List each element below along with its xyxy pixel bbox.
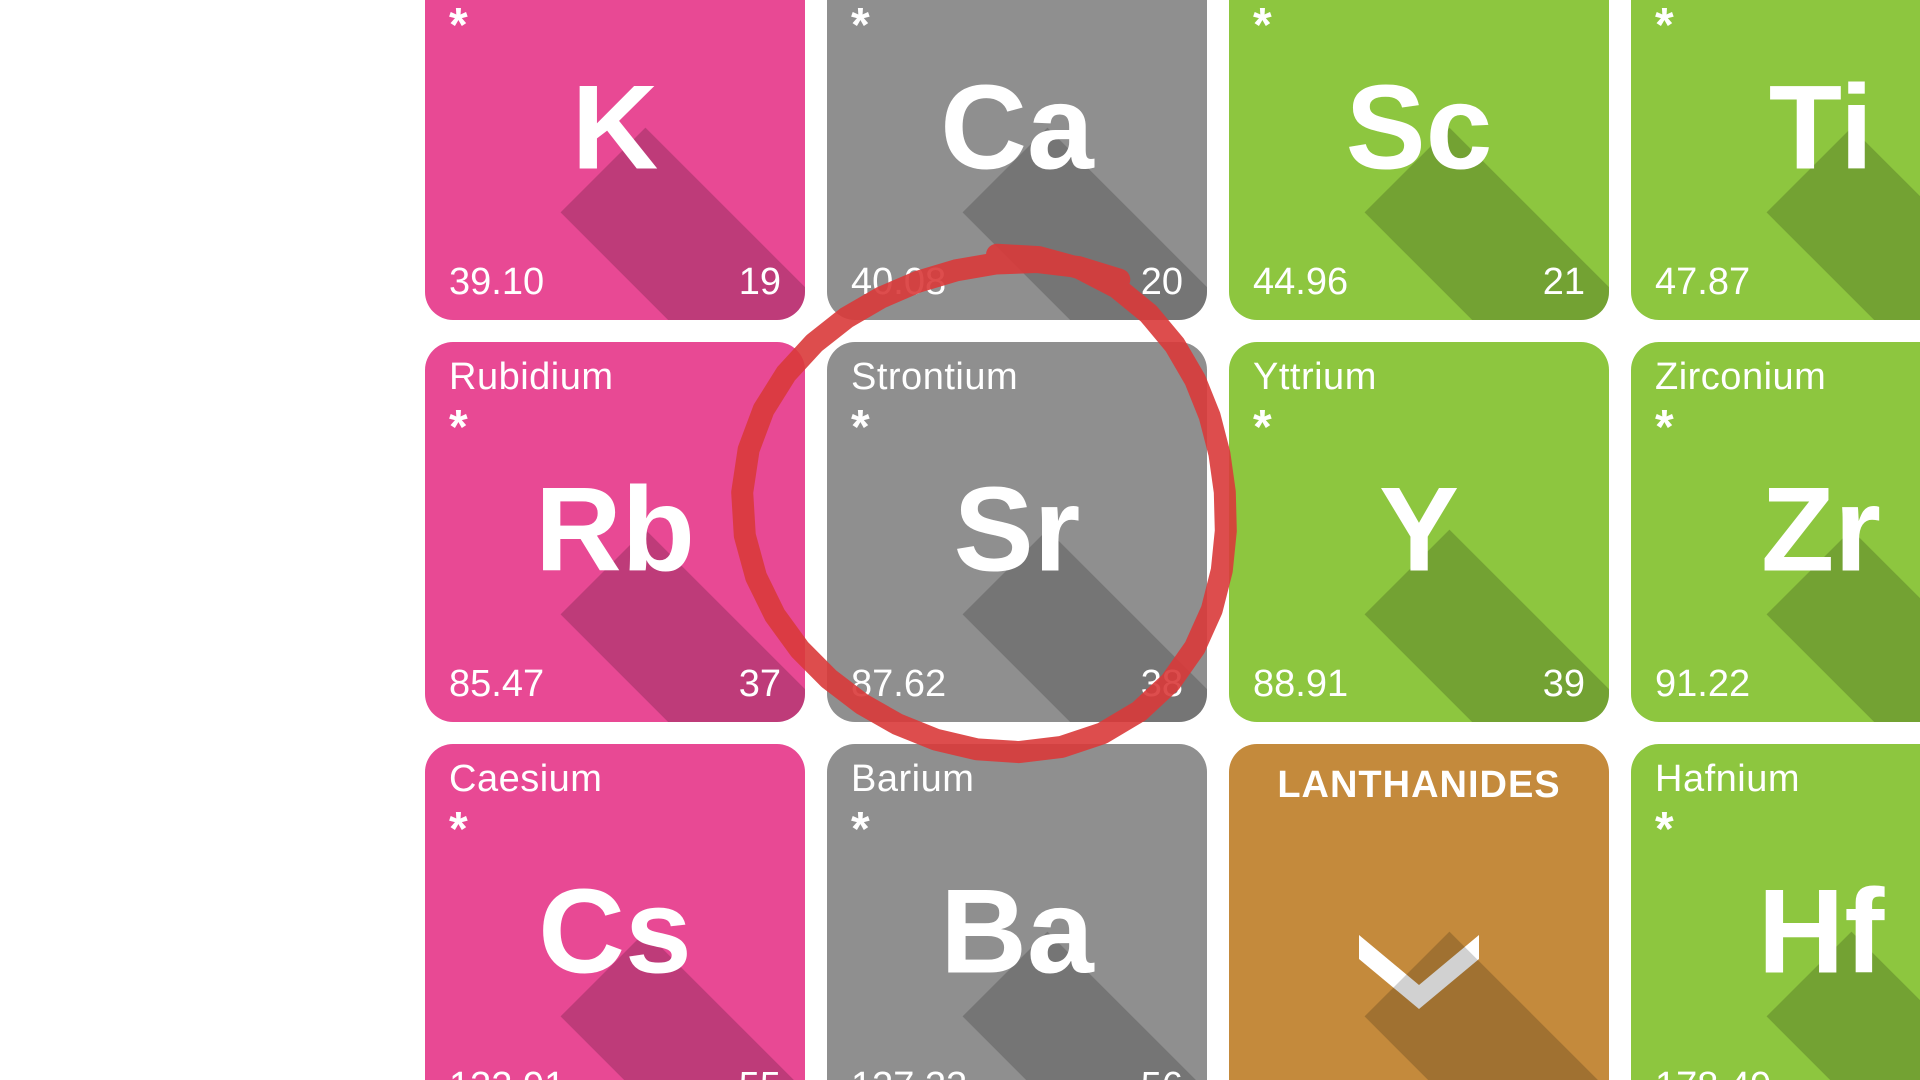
asterisk-icon: * xyxy=(1655,0,1674,53)
atomic-mass: 40.08 xyxy=(851,261,946,304)
atomic-mass: 44.96 xyxy=(1253,261,1348,304)
asterisk-icon: * xyxy=(851,0,870,53)
element-tile-ca[interactable]: Calcium*Ca40.0820 xyxy=(827,0,1207,320)
asterisk-icon: * xyxy=(449,400,468,455)
atomic-mass: 91.22 xyxy=(1655,663,1750,706)
lanthanides-label: LANTHANIDES xyxy=(1229,764,1609,807)
element-symbol: Cs xyxy=(538,872,691,992)
element-symbol: K xyxy=(572,68,659,188)
element-symbol: Rb xyxy=(535,470,695,590)
element-tile-sc[interactable]: Scandium*Sc44.9621 xyxy=(1229,0,1609,320)
element-symbol: Hf xyxy=(1758,872,1885,992)
asterisk-icon: * xyxy=(449,802,468,857)
element-tile-hf[interactable]: Hafnium*Hf178.4972 xyxy=(1631,744,1920,1080)
element-symbol: Ti xyxy=(1769,68,1873,188)
lanthanides-tile[interactable]: LANTHANIDES xyxy=(1229,744,1609,1080)
atomic-mass: 137.33 xyxy=(851,1065,967,1080)
periodic-table-grid: Potassium*K39.1019Calcium*Ca40.0820Scand… xyxy=(425,0,1920,1080)
element-name: Hafnium xyxy=(1655,758,1800,801)
element-symbol: Ca xyxy=(940,68,1093,188)
atomic-mass: 85.47 xyxy=(449,663,544,706)
element-tile-ti[interactable]: Titanium*Ti47.8722 xyxy=(1631,0,1920,320)
element-name: Barium xyxy=(851,758,974,801)
asterisk-icon: * xyxy=(449,0,468,53)
element-symbol: Ba xyxy=(940,872,1093,992)
atomic-number: 56 xyxy=(1141,1065,1183,1080)
asterisk-icon: * xyxy=(851,802,870,857)
asterisk-icon: * xyxy=(1253,0,1272,53)
atomic-number: 55 xyxy=(739,1065,781,1080)
element-name: Strontium xyxy=(851,356,1018,399)
asterisk-icon: * xyxy=(1253,400,1272,455)
asterisk-icon: * xyxy=(1655,400,1674,455)
element-tile-ba[interactable]: Barium* Ba 137.33 56 xyxy=(827,744,1207,1080)
element-tile-y[interactable]: Yttrium* Y 88.91 39 xyxy=(1229,342,1609,722)
atomic-number: 37 xyxy=(739,663,781,706)
asterisk-icon: * xyxy=(851,400,870,455)
atomic-number: 21 xyxy=(1543,261,1585,304)
element-tile-k[interactable]: Potassium*K39.1019 xyxy=(425,0,805,320)
element-tile-sr[interactable]: Strontium* Sr 87.62 38 xyxy=(827,342,1207,722)
element-tile-zr[interactable]: Zirconium*Zr91.2240 xyxy=(1631,342,1920,722)
atomic-mass: 39.10 xyxy=(449,261,544,304)
atomic-mass: 88.91 xyxy=(1253,663,1348,706)
element-symbol: Zr xyxy=(1761,470,1881,590)
atomic-mass: 47.87 xyxy=(1655,261,1750,304)
element-symbol: Sr xyxy=(954,470,1081,590)
element-tile-cs[interactable]: Caesium* Cs 132.91 55 xyxy=(425,744,805,1080)
atomic-mass: 132.91 xyxy=(449,1065,565,1080)
atomic-number: 19 xyxy=(739,261,781,304)
element-symbol: Y xyxy=(1379,470,1459,590)
element-name: Rubidium xyxy=(449,356,614,399)
asterisk-icon: * xyxy=(1655,802,1674,857)
element-name: Zirconium xyxy=(1655,356,1826,399)
atomic-mass: 87.62 xyxy=(851,663,946,706)
atomic-mass: 178.49 xyxy=(1655,1065,1771,1080)
element-name: Yttrium xyxy=(1253,356,1377,399)
atomic-number: 38 xyxy=(1141,663,1183,706)
element-tile-rb[interactable]: Rubidium* Rb 85.47 37 xyxy=(425,342,805,722)
element-name: Caesium xyxy=(449,758,602,801)
atomic-number: 39 xyxy=(1543,663,1585,706)
element-symbol: Sc xyxy=(1346,68,1493,188)
atomic-number: 20 xyxy=(1141,261,1183,304)
